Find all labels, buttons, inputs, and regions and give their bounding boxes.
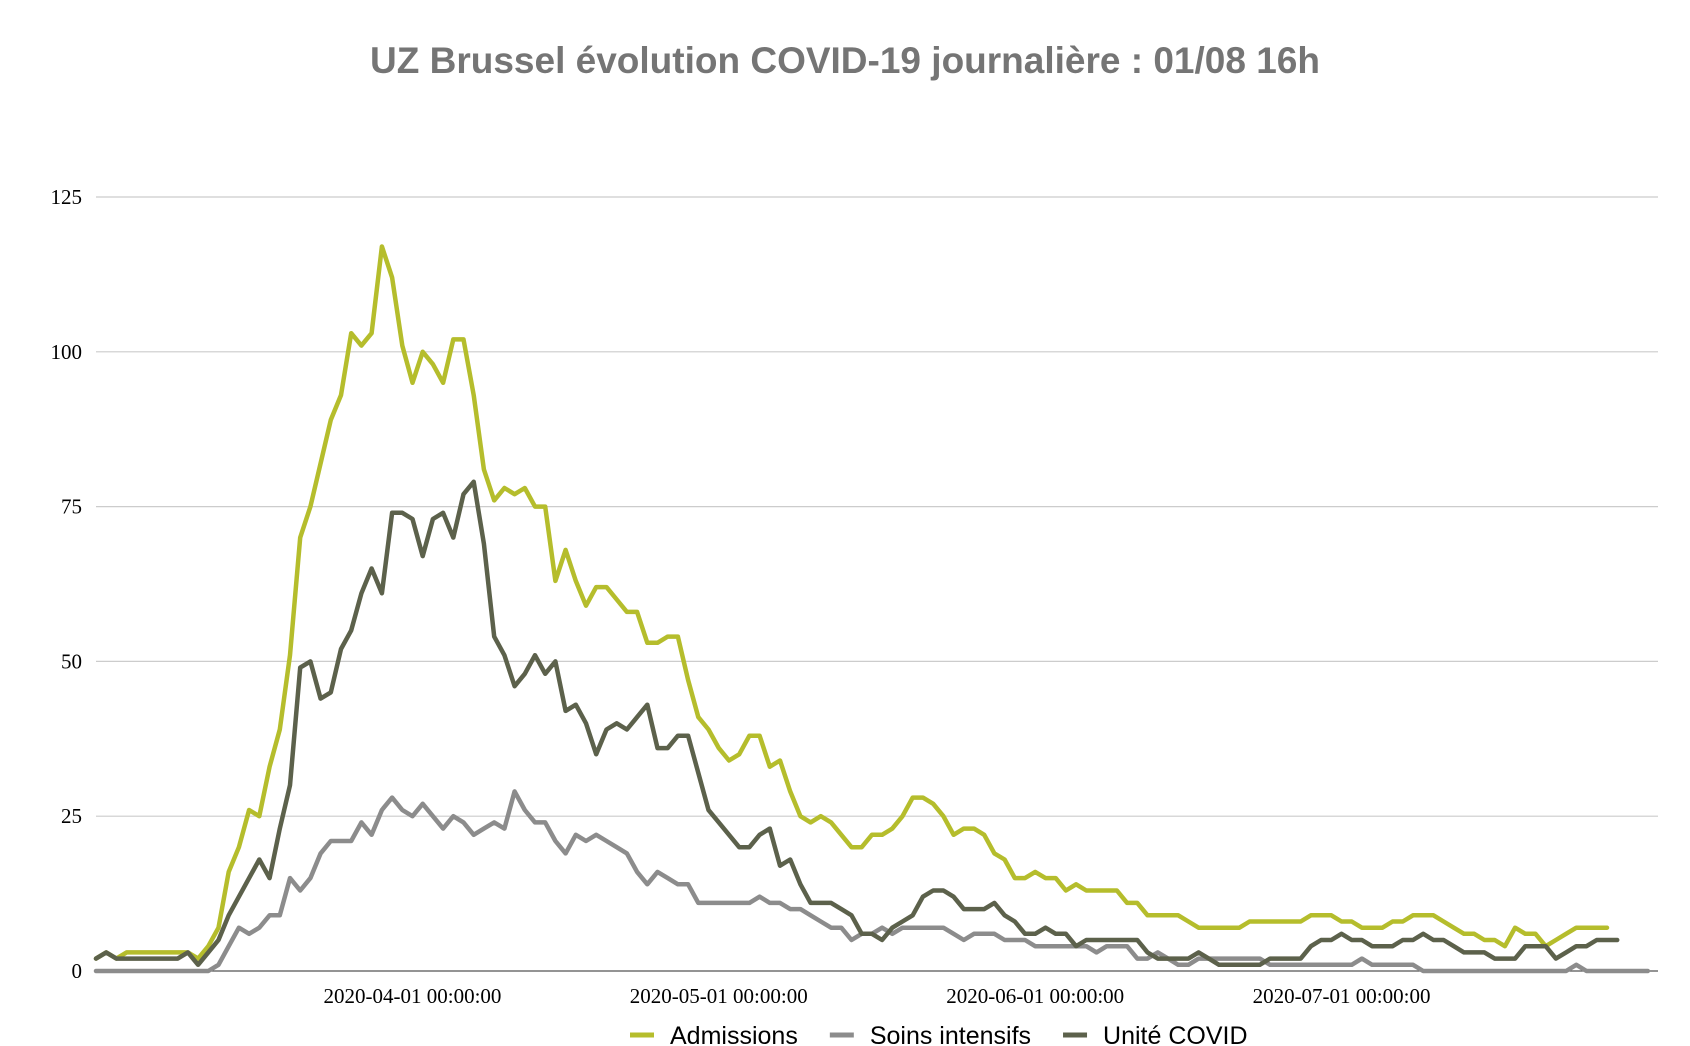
series-lines (93, 244, 1651, 974)
y-tick-label: 100 (51, 340, 83, 364)
y-tick-label: 125 (51, 185, 83, 209)
series-line-1 (93, 244, 1610, 961)
y-axis-ticks: 0 25 50 75 100 125 (51, 185, 83, 983)
y-tick-label: 50 (61, 649, 82, 673)
x-axis-ticks: 2020-04-01 00:00:00 2020-05-01 00:00:00 20… (324, 984, 1431, 1008)
chart-title: UZ Brussel évolution COVID-19 journalièr… (370, 40, 1320, 81)
legend-label: Soins intensifs (870, 1022, 1031, 1046)
gridlines (96, 196, 1658, 972)
y-tick-label: 0 (72, 959, 83, 983)
legend-label: Unité COVID (1103, 1022, 1247, 1046)
y-tick-label: 75 (61, 495, 82, 519)
y-tick-label: 25 (61, 804, 82, 828)
x-tick-label: 2020-05-01 00:00:00 (630, 984, 808, 1008)
legend-label: Admissions (670, 1022, 798, 1046)
x-tick-label: 2020-06-01 00:00:00 (946, 984, 1124, 1008)
legend: Admissions Soins intensifs Unité COVID (630, 1022, 1248, 1046)
series-line-3 (93, 479, 1620, 968)
x-tick-label: 2020-04-01 00:00:00 (324, 984, 502, 1008)
x-tick-label: 2020-07-01 00:00:00 (1253, 984, 1431, 1008)
series-line-2 (93, 789, 1651, 974)
